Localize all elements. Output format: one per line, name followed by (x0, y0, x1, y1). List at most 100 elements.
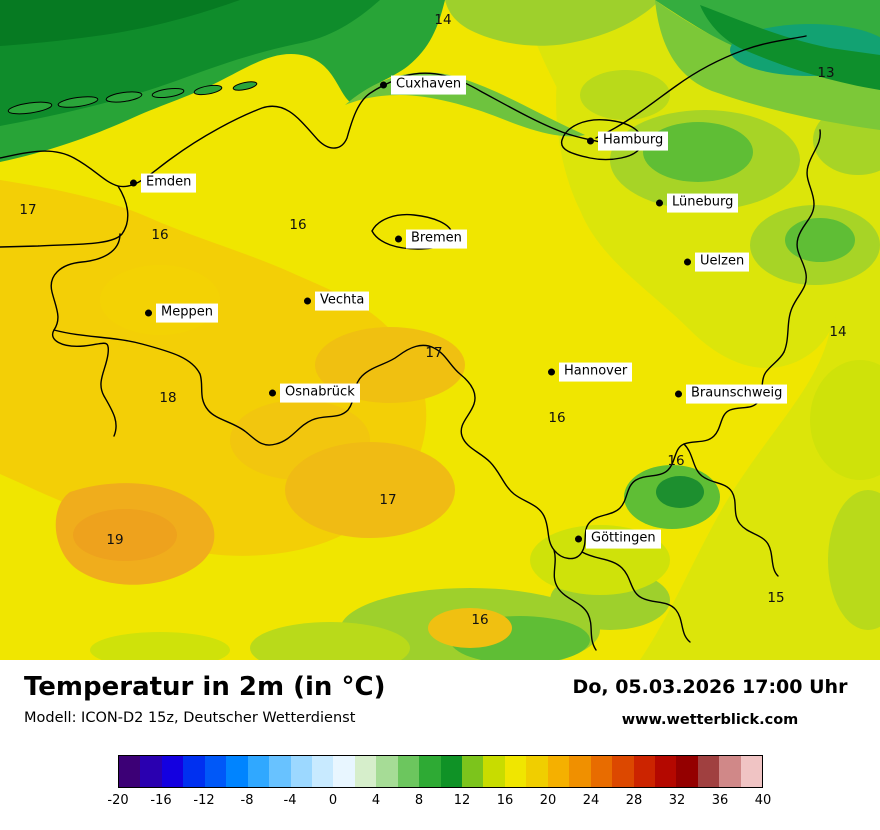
city-label: Hamburg (598, 131, 669, 151)
temperature-value-label: 17 (19, 202, 37, 218)
temperature-value-label: 15 (767, 590, 785, 606)
legend-tick-label: 20 (539, 793, 557, 808)
legend-tick-label: 36 (711, 793, 729, 808)
city-dot (395, 235, 402, 243)
legend-color-segment (483, 756, 505, 787)
legend-color-segment (204, 756, 227, 787)
city-dot (548, 368, 555, 376)
city-dot (675, 390, 682, 398)
city-dot (130, 179, 137, 187)
city-dot (575, 535, 582, 543)
city-label: Bremen (406, 229, 467, 249)
legend-tick-label: -8 (240, 793, 254, 808)
city-label: Vechta (315, 291, 370, 311)
temperature-value-label: 14 (434, 12, 452, 28)
city-marker-hannover: Hannover (548, 362, 633, 382)
legend-ticks: -20 -16 -12 -8 -4 0 4 8 12 16 20 24 28 32 36 40 (107, 793, 771, 811)
city-label: Osnabrück (280, 383, 360, 403)
legend-tick-label: 24 (582, 793, 600, 808)
legend-tick-label: 8 (414, 793, 424, 808)
legend-color-segment (612, 756, 634, 787)
city-dot (269, 389, 276, 397)
legend-tick-label: -16 (150, 793, 172, 808)
temperature-value-label: 18 (159, 390, 177, 406)
legend-color-segment (440, 756, 462, 787)
website-url: www.wetterblick.com (621, 712, 799, 728)
temperature-value-label: 16 (471, 612, 489, 628)
city-dot (380, 81, 387, 89)
city-label: Meppen (156, 303, 218, 323)
legend-color-segment (354, 756, 377, 787)
city-marker-emden: Emden (130, 173, 197, 193)
legend-color-segment (590, 756, 613, 787)
legend-color-segment (226, 756, 248, 787)
city-marker-meppen: Meppen (145, 303, 218, 323)
legend-color-segment (119, 756, 141, 787)
temperature-value-label: 17 (379, 492, 397, 508)
city-marker-lneburg: Lüneburg (656, 193, 739, 213)
city-marker-gttingen: Göttingen (575, 529, 661, 549)
city-marker-osnabrck: Osnabrück (269, 383, 360, 403)
legend-bar (118, 755, 763, 788)
legend-color-segment (290, 756, 312, 787)
legend-tick-label: -4 (283, 793, 297, 808)
city-label: Emden (141, 173, 197, 193)
city-label: Braunschweig (686, 384, 788, 404)
legend-tick-label: -12 (193, 793, 215, 808)
legend-tick-label: 32 (668, 793, 686, 808)
legend-color-segment (740, 756, 763, 787)
page-title: Temperatur in 2m (in °C) (24, 672, 386, 702)
legend-color-segment (161, 756, 184, 787)
city-dot (304, 297, 311, 305)
legend-tick-label: 16 (496, 793, 514, 808)
legend-color-segment (654, 756, 677, 787)
temperature-value-label: 16 (667, 453, 685, 469)
legend-color-segment (333, 756, 355, 787)
legend-color-segment (676, 756, 698, 787)
city-marker-hamburg: Hamburg (587, 131, 669, 151)
city-marker-uelzen: Uelzen (684, 252, 750, 272)
legend-color-segment (719, 756, 741, 787)
legend-tick-label: -20 (107, 793, 129, 808)
temperature-value-label: 13 (817, 65, 835, 81)
map-overlay: Cuxhaven Hamburg Emden Lüneburg Bremen Uelzen… (19, 12, 847, 628)
footer-panel: Temperatur in 2m (in °C) Modell: ICON-D2… (0, 660, 880, 830)
city-marker-vechta: Vechta (304, 291, 370, 311)
temperature-value-label: 19 (106, 532, 124, 548)
city-label: Uelzen (695, 252, 750, 272)
temperature-map: Cuxhaven Hamburg Emden Lüneburg Bremen Uelzen… (0, 0, 880, 660)
legend-color-segment (269, 756, 291, 787)
city-dot (684, 258, 691, 266)
model-info: Modell: ICON-D2 15z, Deutscher Wetterdie… (24, 710, 356, 726)
legend-tick-label: 4 (371, 793, 381, 808)
temperature-value-label: 16 (548, 410, 566, 426)
forecast-datetime: Do, 05.03.2026 17:00 Uhr (572, 676, 848, 698)
legend-color-segment (547, 756, 570, 787)
legend-tick-label: 40 (754, 793, 772, 808)
temperature-value-label: 16 (151, 227, 169, 243)
legend-color-segment (504, 756, 527, 787)
city-label: Cuxhaven (391, 75, 467, 95)
legend-color-segment (311, 756, 334, 787)
city-marker-cuxhaven: Cuxhaven (380, 75, 467, 95)
legend-color-segment (526, 756, 548, 787)
legend-tick-label: 28 (625, 793, 643, 808)
legend-color-segment (633, 756, 655, 787)
temperature-value-label: 14 (829, 324, 847, 340)
city-label: Hannover (559, 362, 633, 382)
city-label: Lüneburg (667, 193, 739, 213)
city-marker-bremen: Bremen (395, 229, 467, 249)
city-dot (587, 137, 594, 145)
legend-color-segment (697, 756, 720, 787)
city-dot (656, 199, 663, 207)
legend-color-segment (419, 756, 441, 787)
city-label: Göttingen (586, 529, 661, 549)
city-dot (145, 309, 152, 317)
legend-tick-label: 0 (328, 793, 338, 808)
legend-tick-label: 12 (453, 793, 471, 808)
legend-color-segment (247, 756, 270, 787)
city-marker-braunschweig: Braunschweig (675, 384, 788, 404)
legend-color-segment (462, 756, 484, 787)
temperature-value-label: 16 (289, 217, 307, 233)
